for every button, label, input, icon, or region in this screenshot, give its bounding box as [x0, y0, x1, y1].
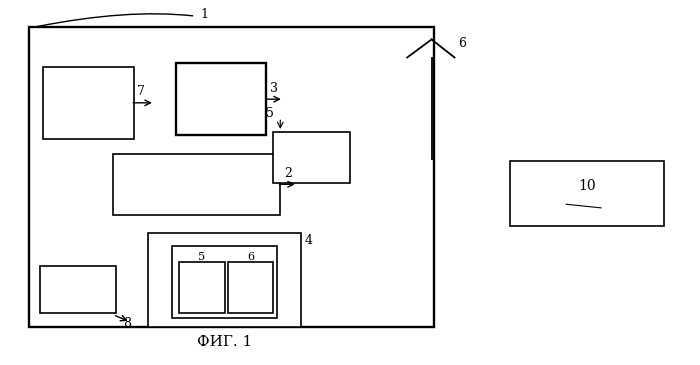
- Bar: [510, 161, 664, 226]
- Text: 6: 6: [247, 252, 254, 262]
- Bar: [113, 154, 280, 215]
- Bar: [29, 27, 434, 327]
- Bar: [273, 132, 350, 182]
- Bar: [40, 266, 116, 313]
- Bar: [176, 63, 266, 135]
- Bar: [228, 262, 273, 313]
- Bar: [172, 246, 276, 318]
- Text: 1: 1: [200, 8, 208, 20]
- Text: 7: 7: [137, 85, 145, 99]
- Text: ФИГ. 1: ФИГ. 1: [197, 335, 252, 349]
- Text: 6: 6: [458, 36, 466, 50]
- Bar: [179, 262, 225, 313]
- Text: 8: 8: [123, 317, 132, 330]
- Bar: [43, 66, 134, 139]
- Text: 5: 5: [198, 252, 205, 262]
- Text: 3: 3: [270, 82, 278, 95]
- Text: 5: 5: [266, 107, 274, 120]
- Bar: [148, 233, 301, 327]
- Text: 2: 2: [284, 167, 292, 180]
- Text: 4: 4: [304, 234, 313, 247]
- Text: 10: 10: [578, 179, 596, 193]
